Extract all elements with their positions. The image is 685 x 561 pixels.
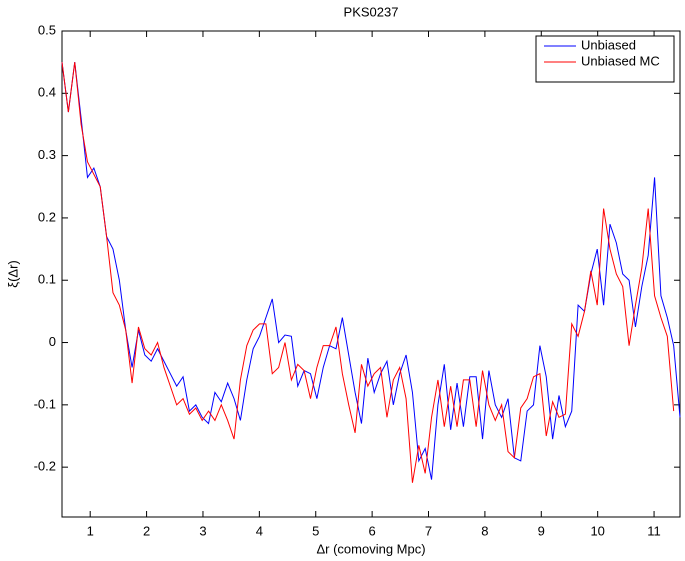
x-tick-label: 1: [87, 523, 94, 538]
legend-label: Unbiased MC: [581, 53, 660, 68]
x-tick-label: 4: [256, 523, 263, 538]
y-tick-label: 0.1: [38, 272, 56, 287]
x-tick-label: 10: [590, 523, 604, 538]
x-tick-label: 8: [481, 523, 488, 538]
y-tick-label: 0: [49, 334, 56, 349]
x-tick-label: 7: [425, 523, 432, 538]
x-tick-label: 11: [647, 523, 661, 538]
y-axis-label: ξ(Δr): [5, 260, 20, 288]
legend-label: Unbiased: [581, 37, 636, 52]
series-line: [61, 62, 675, 483]
legend-box: [535, 35, 675, 83]
x-tick-label: 3: [199, 523, 206, 538]
x-tick-label: 5: [312, 523, 319, 538]
x-tick-label: 9: [538, 523, 545, 538]
x-tick-label: 2: [143, 523, 150, 538]
y-tick-label: 0.4: [38, 85, 56, 100]
x-tick-label: 6: [369, 523, 376, 538]
y-tick-label: -0.1: [34, 396, 56, 411]
y-tick-label: 0.5: [38, 22, 56, 37]
y-tick-label: 0.2: [38, 209, 56, 224]
chart-title: PKS0237: [344, 4, 399, 19]
series-line: [61, 62, 681, 480]
x-axis-label: Δr (comoving Mpc): [316, 541, 425, 556]
y-tick-label: -0.2: [34, 459, 56, 474]
plot-frame: [61, 30, 681, 518]
y-tick-label: 0.3: [38, 147, 56, 162]
